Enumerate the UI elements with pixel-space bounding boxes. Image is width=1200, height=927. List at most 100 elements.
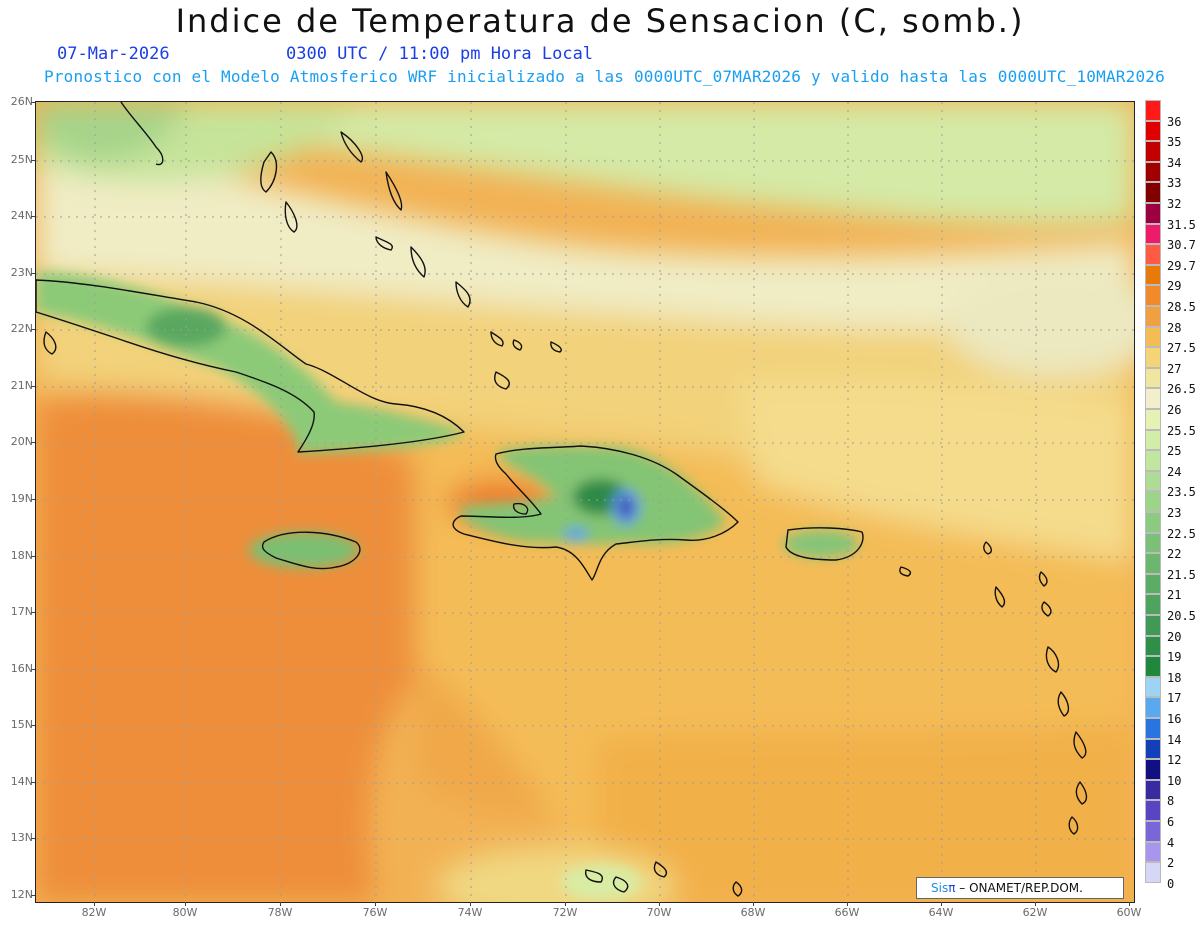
legend-label: 20 — [1167, 629, 1182, 644]
lon-tick — [280, 902, 281, 906]
lat-tick — [31, 612, 35, 613]
legend-label: 34 — [1167, 155, 1182, 170]
legend-label: 26 — [1167, 403, 1182, 417]
legend-label: 22.5 — [1167, 526, 1196, 541]
legend-swatch — [1145, 100, 1161, 121]
lat-tick — [31, 782, 35, 783]
lon-tick — [941, 902, 942, 906]
lon-label: 64W — [928, 906, 954, 919]
legend-label: 28.5 — [1167, 300, 1196, 314]
legend-label: 26.5 — [1167, 382, 1196, 397]
map-canvas — [35, 101, 1135, 903]
legend-swatch — [1145, 244, 1161, 265]
lat-tick — [31, 329, 35, 330]
legend-label: 25 — [1167, 444, 1182, 459]
lon-tick — [1129, 902, 1130, 906]
legend-swatch — [1145, 800, 1161, 821]
lon-label: 74W — [457, 906, 483, 919]
lon-tick — [185, 902, 186, 906]
legend-swatch — [1145, 161, 1161, 183]
legend-label: 21.5 — [1167, 567, 1196, 582]
lon-label: 82W — [81, 906, 107, 919]
legend-label: 28 — [1167, 320, 1182, 335]
legend-label: 21 — [1167, 588, 1182, 603]
lat-tick — [31, 160, 35, 161]
legend-label: 20.5 — [1167, 609, 1196, 623]
lat-tick — [31, 102, 35, 103]
lon-label: 66W — [834, 906, 860, 919]
lat-tick — [31, 216, 35, 217]
map-title: Indice de Temperatura de Sensacion (C, s… — [175, 2, 1025, 40]
legend-label: 2 — [1167, 856, 1175, 871]
credit-brand: Sis — [931, 881, 949, 895]
legend-label: 8 — [1167, 794, 1175, 809]
legend-label: 23 — [1167, 506, 1182, 520]
legend-label: 19 — [1167, 650, 1182, 665]
lat-label: 15N — [10, 718, 33, 731]
legend-label: 31.5 — [1167, 217, 1196, 232]
legend-swatch — [1145, 718, 1161, 739]
legend-label: 10 — [1167, 773, 1182, 788]
lat-label: 25N — [10, 153, 33, 166]
lat-label: 14N — [10, 775, 33, 788]
lat-tick — [31, 725, 35, 726]
legend-swatch — [1145, 759, 1161, 780]
legend-swatch — [1145, 388, 1161, 409]
legend-swatch — [1145, 141, 1161, 162]
legend-label: 0 — [1167, 876, 1175, 891]
lon-tick — [753, 902, 754, 906]
legend-swatch — [1145, 697, 1161, 718]
lat-label: 26N — [10, 95, 33, 108]
lat-label: 13N — [10, 831, 33, 844]
lat-label: 22N — [10, 322, 33, 335]
legend-swatch — [1145, 182, 1161, 203]
legend-swatch — [1145, 656, 1161, 677]
legend-swatch — [1145, 491, 1161, 512]
credit-pi: π — [948, 881, 956, 895]
lon-label: 68W — [740, 906, 766, 919]
lon-label: 72W — [552, 906, 578, 919]
lat-label: 20N — [10, 435, 33, 448]
lat-tick — [31, 838, 35, 839]
legend-swatch — [1145, 120, 1161, 142]
lat-label: 16N — [10, 662, 33, 675]
legend-swatch — [1145, 347, 1161, 368]
legend-label: 4 — [1167, 835, 1175, 850]
forecast-date: 07-Mar-2026 — [57, 44, 170, 64]
lon-label: 62W — [1022, 906, 1048, 919]
legend-label: 22 — [1167, 547, 1182, 562]
lon-tick — [847, 902, 848, 906]
legend-swatch — [1145, 862, 1161, 883]
lat-label: 24N — [10, 209, 33, 222]
legend-swatch — [1145, 285, 1161, 306]
legend-label: 12 — [1167, 753, 1182, 768]
lat-label: 21N — [10, 379, 33, 392]
credit-text: – ONAMET/REP.DOM. — [959, 881, 1083, 895]
legend-swatch — [1145, 676, 1161, 698]
lon-label: 60W — [1116, 906, 1142, 919]
legend-swatch — [1145, 223, 1161, 245]
legend-swatch — [1145, 450, 1161, 471]
graticule — [36, 102, 1134, 902]
lon-tick — [1035, 902, 1036, 906]
credit-box: Sisπ – ONAMET/REP.DOM. — [916, 877, 1124, 899]
legend-swatch — [1145, 326, 1161, 348]
legend-label: 6 — [1167, 815, 1175, 829]
lat-tick — [31, 442, 35, 443]
lat-tick — [31, 386, 35, 387]
legend-swatch — [1145, 532, 1161, 554]
legend-label: 17 — [1167, 691, 1182, 706]
lat-label: 17N — [10, 605, 33, 618]
legend-label: 27 — [1167, 361, 1182, 376]
legend-swatch — [1145, 367, 1161, 389]
lon-label: 76W — [362, 906, 388, 919]
legend-label: 27.5 — [1167, 341, 1196, 356]
lon-tick — [94, 902, 95, 906]
legend-label: 18 — [1167, 670, 1182, 685]
forecast-time: 0300 UTC / 11:00 pm Hora Local — [286, 44, 594, 64]
legend-swatch — [1145, 615, 1161, 636]
lat-label: 23N — [10, 266, 33, 279]
model-note: Pronostico con el Modelo Atmosferico WRF… — [44, 67, 1165, 86]
legend-swatch — [1145, 470, 1161, 492]
lon-tick — [659, 902, 660, 906]
